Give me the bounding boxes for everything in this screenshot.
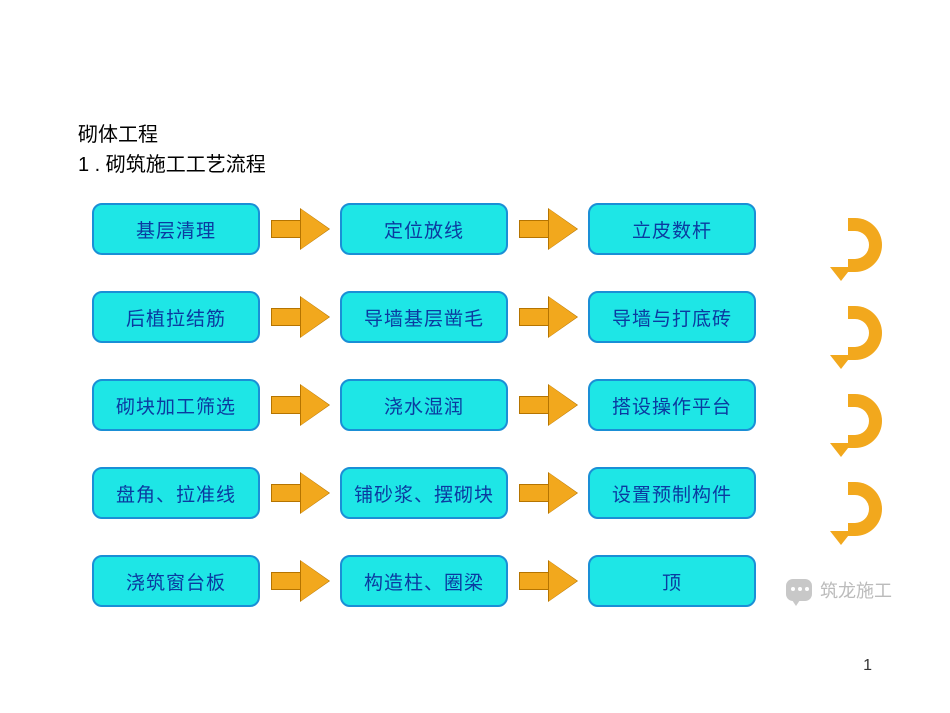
heading-line-1: 砌体工程 bbox=[78, 124, 158, 146]
arrow-right-icon bbox=[260, 291, 340, 343]
arrow-right-icon bbox=[260, 467, 340, 519]
flow-row: 基层清理 定位放线 立皮数杆 bbox=[92, 200, 892, 258]
arrow-right-icon bbox=[508, 467, 588, 519]
flow-step-box: 设置预制构件 bbox=[588, 467, 756, 519]
flow-row: 砌块加工筛选 浇水湿润 搭设操作平台 bbox=[92, 376, 892, 434]
flow-step-box: 导墙基层凿毛 bbox=[340, 291, 508, 343]
flow-step-box: 导墙与打底砖 bbox=[588, 291, 756, 343]
flowchart: 基层清理 定位放线 立皮数杆后植拉结筋 导墙基层凿毛 导墙与打底砖砌块加工筛选 浇水湿润 搭… bbox=[92, 200, 892, 640]
flow-step-box: 后植拉结筋 bbox=[92, 291, 260, 343]
arrow-right-icon bbox=[508, 203, 588, 255]
flow-step-box: 顶 bbox=[588, 555, 756, 607]
wrap-arrow-icon bbox=[848, 482, 890, 548]
watermark-text: 筑龙施工 bbox=[820, 577, 892, 603]
arrow-right-icon bbox=[260, 379, 340, 431]
arrow-right-icon bbox=[260, 555, 340, 607]
flow-step-box: 铺砂浆、摆砌块 bbox=[340, 467, 508, 519]
flow-step-box: 盘角、拉准线 bbox=[92, 467, 260, 519]
flow-step-box: 浇水湿润 bbox=[340, 379, 508, 431]
flow-step-box: 定位放线 bbox=[340, 203, 508, 255]
flow-step-box: 浇筑窗台板 bbox=[92, 555, 260, 607]
flow-row: 后植拉结筋 导墙基层凿毛 导墙与打底砖 bbox=[92, 288, 892, 346]
arrow-right-icon bbox=[508, 555, 588, 607]
watermark: 筑龙施工 bbox=[786, 577, 892, 603]
wrap-arrow-icon bbox=[848, 218, 890, 284]
flow-row: 浇筑窗台板 构造柱、圈梁 顶 bbox=[92, 552, 892, 610]
page-number: 1 bbox=[863, 657, 872, 675]
page: 砌体工程 1 . 砌筑施工工艺流程 基层清理 定位放线 立皮数杆后植拉结筋 导墙基层凿… bbox=[0, 0, 950, 713]
flow-row: 盘角、拉准线 铺砂浆、摆砌块 设置预制构件 bbox=[92, 464, 892, 522]
chat-bubble-icon bbox=[786, 579, 812, 601]
wrap-arrow-icon bbox=[848, 394, 890, 460]
flow-step-box: 砌块加工筛选 bbox=[92, 379, 260, 431]
flow-step-box: 基层清理 bbox=[92, 203, 260, 255]
flow-step-box: 构造柱、圈梁 bbox=[340, 555, 508, 607]
heading-line-2: 1 . 砌筑施工工艺流程 bbox=[78, 150, 266, 180]
arrow-right-icon bbox=[508, 291, 588, 343]
flow-step-box: 立皮数杆 bbox=[588, 203, 756, 255]
heading-block: 砌体工程 1 . 砌筑施工工艺流程 bbox=[78, 120, 266, 180]
arrow-right-icon bbox=[508, 379, 588, 431]
flow-step-box: 搭设操作平台 bbox=[588, 379, 756, 431]
arrow-right-icon bbox=[260, 203, 340, 255]
wrap-arrow-icon bbox=[848, 306, 890, 372]
